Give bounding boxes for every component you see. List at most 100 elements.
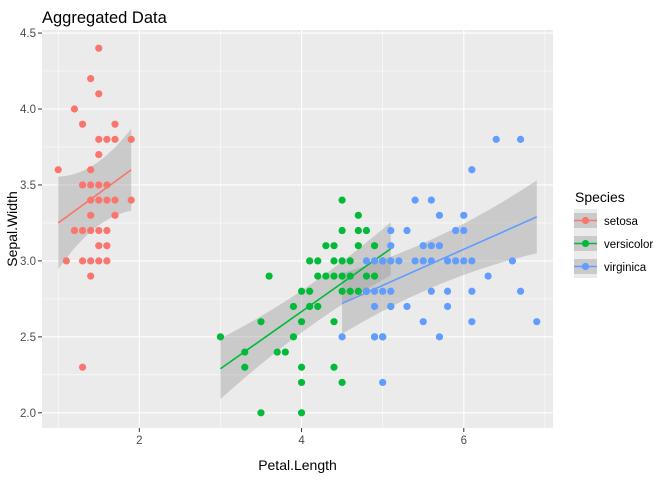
y-tick-label: 4.5 bbox=[20, 28, 36, 40]
legend-key-point-virginica bbox=[581, 262, 590, 271]
data-point-setosa bbox=[95, 257, 103, 265]
data-point-virginica bbox=[443, 257, 452, 265]
data-point-versicolor bbox=[314, 272, 322, 280]
data-point-virginica bbox=[427, 257, 435, 265]
data-point-virginica bbox=[435, 242, 444, 250]
data-point-setosa bbox=[87, 272, 95, 280]
data-point-versicolor bbox=[306, 287, 314, 295]
data-point-virginica bbox=[370, 302, 379, 311]
chart-title: Aggregated Data bbox=[42, 9, 168, 27]
data-point-versicolor bbox=[297, 409, 306, 417]
data-point-setosa bbox=[87, 181, 95, 189]
data-point-versicolor bbox=[330, 363, 338, 371]
legend-key-point-setosa bbox=[581, 216, 590, 225]
data-point-setosa bbox=[111, 135, 119, 143]
data-point-virginica bbox=[395, 257, 403, 265]
data-point-versicolor bbox=[289, 333, 298, 341]
data-point-virginica bbox=[468, 257, 476, 265]
data-point-setosa bbox=[87, 196, 95, 204]
x-tick-label: 4 bbox=[298, 435, 305, 447]
data-point-virginica bbox=[443, 302, 452, 311]
legend-label-virginica: virginica bbox=[604, 262, 647, 274]
data-point-versicolor bbox=[314, 257, 322, 265]
data-point-virginica bbox=[387, 226, 395, 235]
data-point-versicolor bbox=[289, 302, 298, 311]
data-point-virginica bbox=[435, 333, 444, 341]
se-band-virginica bbox=[342, 180, 537, 334]
data-point-setosa bbox=[127, 196, 135, 204]
data-point-setosa bbox=[70, 105, 79, 113]
data-point-virginica bbox=[379, 378, 387, 387]
data-point-virginica bbox=[484, 272, 492, 280]
data-point-versicolor bbox=[338, 378, 346, 387]
data-point-virginica bbox=[468, 166, 476, 174]
data-point-virginica bbox=[403, 226, 411, 235]
data-point-virginica bbox=[419, 242, 427, 250]
data-point-versicolor bbox=[330, 257, 338, 265]
data-point-virginica bbox=[533, 318, 541, 326]
data-point-setosa bbox=[54, 166, 62, 174]
data-points bbox=[54, 44, 541, 417]
data-point-versicolor bbox=[281, 348, 289, 356]
data-point-versicolor bbox=[346, 272, 354, 280]
data-point-virginica bbox=[387, 257, 395, 265]
data-point-virginica bbox=[460, 211, 468, 219]
data-point-setosa bbox=[78, 257, 87, 265]
data-point-setosa bbox=[87, 211, 95, 219]
data-point-setosa bbox=[78, 363, 87, 371]
legend-keys: setosa versicolor virginica bbox=[574, 209, 653, 278]
data-point-virginica bbox=[460, 226, 468, 235]
legend-label-versicolor: versicolor bbox=[604, 239, 653, 251]
data-point-versicolor bbox=[322, 272, 330, 280]
fit-line-versicolor bbox=[219, 248, 392, 370]
y-tick-label: 2.5 bbox=[20, 332, 36, 344]
data-point-setosa bbox=[87, 257, 95, 265]
data-point-versicolor bbox=[330, 272, 338, 280]
data-point-setosa bbox=[95, 90, 103, 98]
y-tick-label: 2.0 bbox=[20, 408, 36, 420]
data-point-setosa bbox=[70, 226, 79, 235]
y-tick-label: 4.0 bbox=[20, 104, 36, 116]
x-tick-label: 6 bbox=[461, 435, 467, 447]
data-point-versicolor bbox=[338, 196, 346, 204]
data-point-virginica bbox=[460, 257, 468, 265]
data-point-setosa bbox=[87, 75, 95, 83]
x-tick-label: 2 bbox=[136, 435, 142, 447]
data-point-versicolor bbox=[354, 211, 362, 219]
data-point-versicolor bbox=[273, 348, 281, 356]
data-point-versicolor bbox=[241, 348, 249, 356]
data-point-virginica bbox=[468, 318, 476, 326]
x-axis-title: Petal.Length bbox=[258, 457, 337, 473]
data-point-setosa bbox=[127, 135, 135, 143]
legend-key-point-versicolor bbox=[581, 239, 590, 248]
legend-title: Species bbox=[575, 189, 625, 205]
data-point-virginica bbox=[492, 135, 500, 143]
data-point-setosa bbox=[103, 181, 111, 189]
data-point-setosa bbox=[95, 242, 103, 250]
data-point-versicolor bbox=[338, 287, 346, 295]
data-point-setosa bbox=[78, 226, 87, 235]
data-point-virginica bbox=[516, 287, 525, 295]
data-point-versicolor bbox=[362, 272, 371, 280]
data-point-virginica bbox=[452, 257, 460, 265]
data-point-virginica bbox=[379, 257, 387, 265]
data-point-setosa bbox=[62, 257, 70, 265]
data-point-versicolor bbox=[370, 242, 379, 250]
data-point-versicolor bbox=[338, 272, 346, 280]
data-point-versicolor bbox=[346, 257, 354, 265]
grid-major bbox=[42, 30, 553, 428]
data-point-virginica bbox=[387, 242, 395, 250]
data-point-virginica bbox=[379, 287, 387, 295]
data-point-virginica bbox=[387, 302, 395, 311]
data-point-setosa bbox=[103, 135, 111, 143]
data-point-virginica bbox=[516, 135, 525, 143]
y-tick-label: 3.5 bbox=[20, 180, 36, 192]
data-point-virginica bbox=[411, 257, 419, 265]
data-point-versicolor bbox=[297, 287, 306, 295]
data-point-versicolor bbox=[265, 272, 273, 280]
data-point-setosa bbox=[103, 257, 111, 265]
data-point-versicolor bbox=[354, 226, 362, 235]
data-point-versicolor bbox=[354, 287, 362, 295]
data-point-versicolor bbox=[338, 226, 346, 235]
